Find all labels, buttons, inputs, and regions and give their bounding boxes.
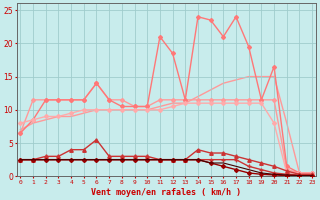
X-axis label: Vent moyen/en rafales ( km/h ): Vent moyen/en rafales ( km/h ) <box>91 188 241 197</box>
